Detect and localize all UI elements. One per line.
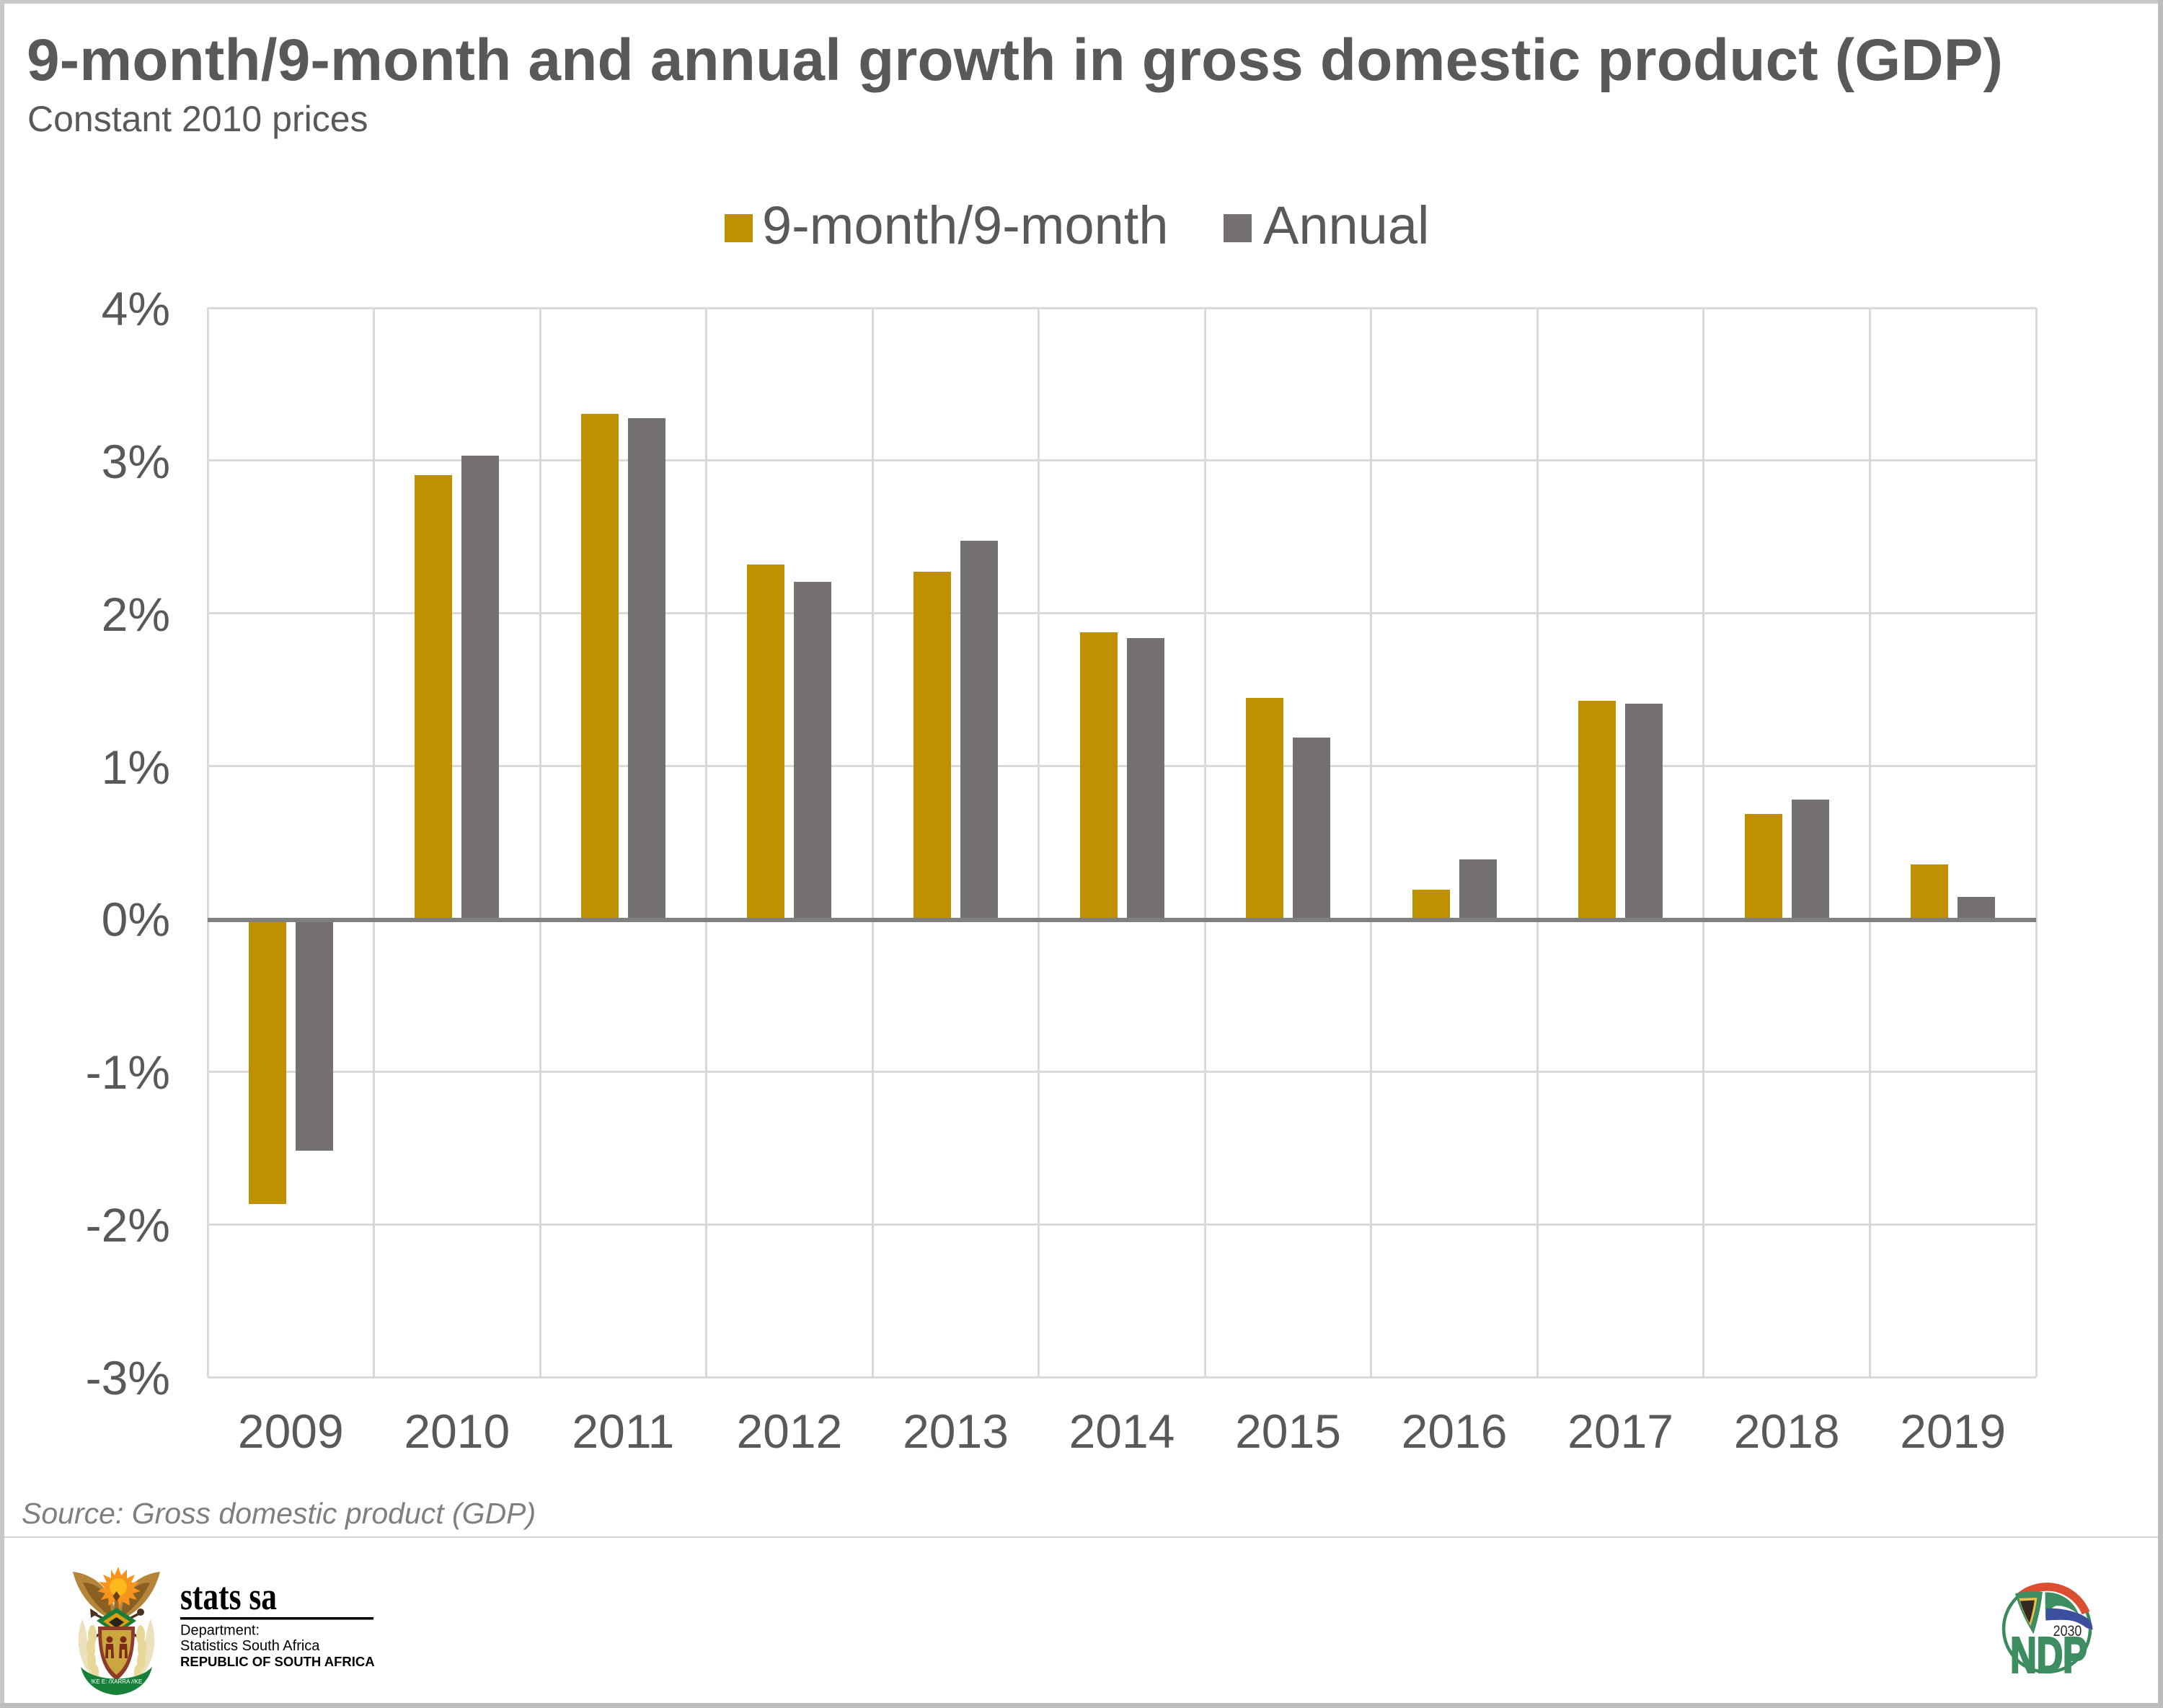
svg-text:Department:: Department: [180, 1623, 260, 1639]
svg-text:!KE E: /XARRA //KE: !KE E: /XARRA //KE [91, 1678, 143, 1685]
svg-text:REPUBLIC OF SOUTH AFRICA: REPUBLIC OF SOUTH AFRICA [180, 1654, 375, 1669]
svg-text:Statistics South Africa: Statistics South Africa [180, 1638, 320, 1654]
svg-text:NDP: NDP [2010, 1627, 2087, 1680]
svg-text:stats sa: stats sa [180, 1575, 277, 1618]
svg-text:2030: 2030 [2053, 1623, 2082, 1640]
